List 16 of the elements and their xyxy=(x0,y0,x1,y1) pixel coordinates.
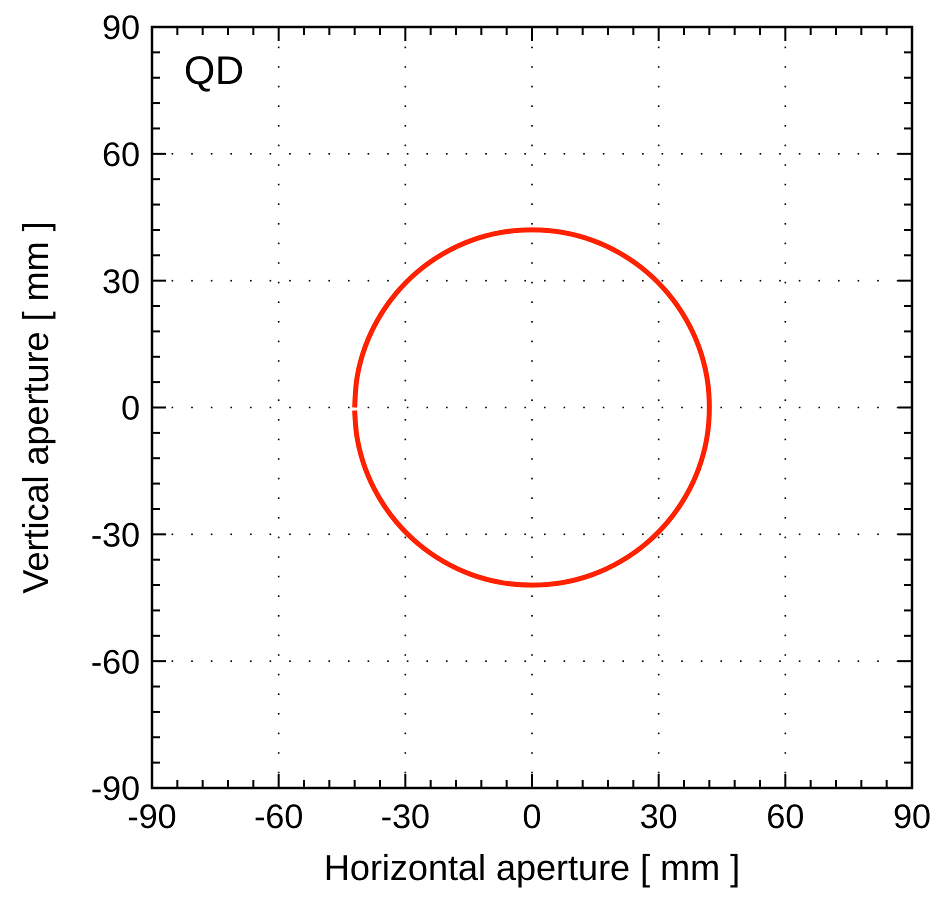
x-tick-label: 30 xyxy=(640,798,678,836)
y-tick-label: 90 xyxy=(102,9,140,48)
x-axis-title: Horizontal aperture [ mm ] xyxy=(324,847,740,888)
y-tick-label: -60 xyxy=(90,643,140,682)
x-tick-label: -30 xyxy=(380,798,430,836)
x-tick-label: 60 xyxy=(766,798,804,836)
y-tick-label: 60 xyxy=(102,136,140,174)
y-tick-label: -30 xyxy=(90,516,140,555)
y-tick-label: 0 xyxy=(121,390,140,428)
x-tick-label: 90 xyxy=(893,798,931,836)
text: QD xyxy=(184,49,244,93)
y-tick-label: 30 xyxy=(102,262,140,301)
y-axis-title: Vertical aperture [ mm ] xyxy=(15,221,56,594)
y-tick-label: -90 xyxy=(90,770,140,808)
x-tick-label: 0 xyxy=(522,798,542,836)
x-tick-label: -60 xyxy=(254,798,304,836)
